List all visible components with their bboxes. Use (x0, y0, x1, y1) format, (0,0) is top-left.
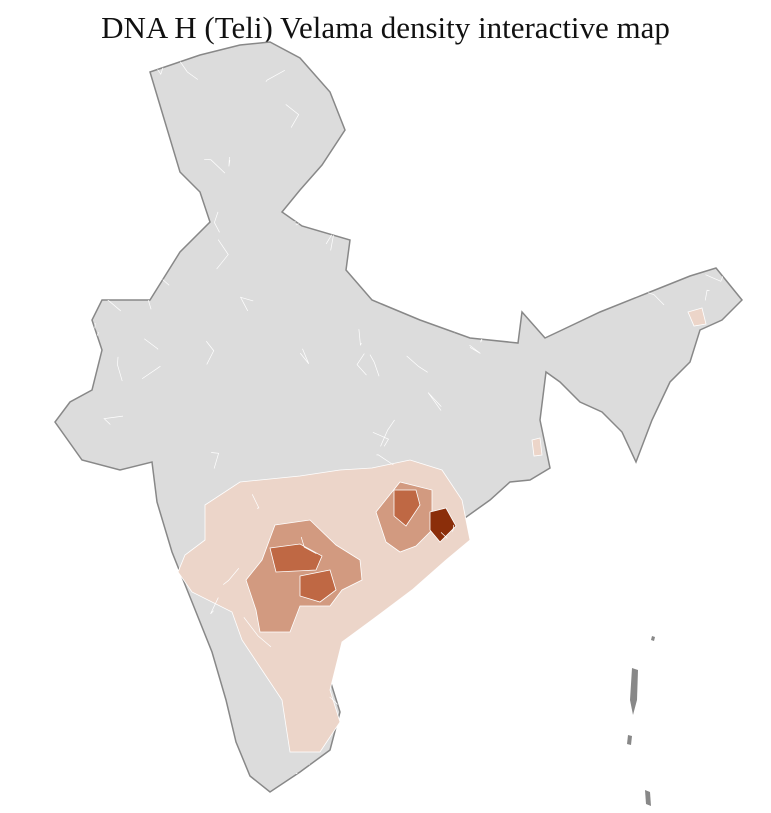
density-high-districts[interactable] (269, 489, 421, 603)
andaman-nicobar-islands[interactable] (627, 636, 655, 806)
map-title: DNA H (Teli) Velama density interactive … (101, 10, 670, 45)
density-highest-districts[interactable] (429, 507, 457, 543)
india-landmass[interactable] (54, 41, 744, 793)
